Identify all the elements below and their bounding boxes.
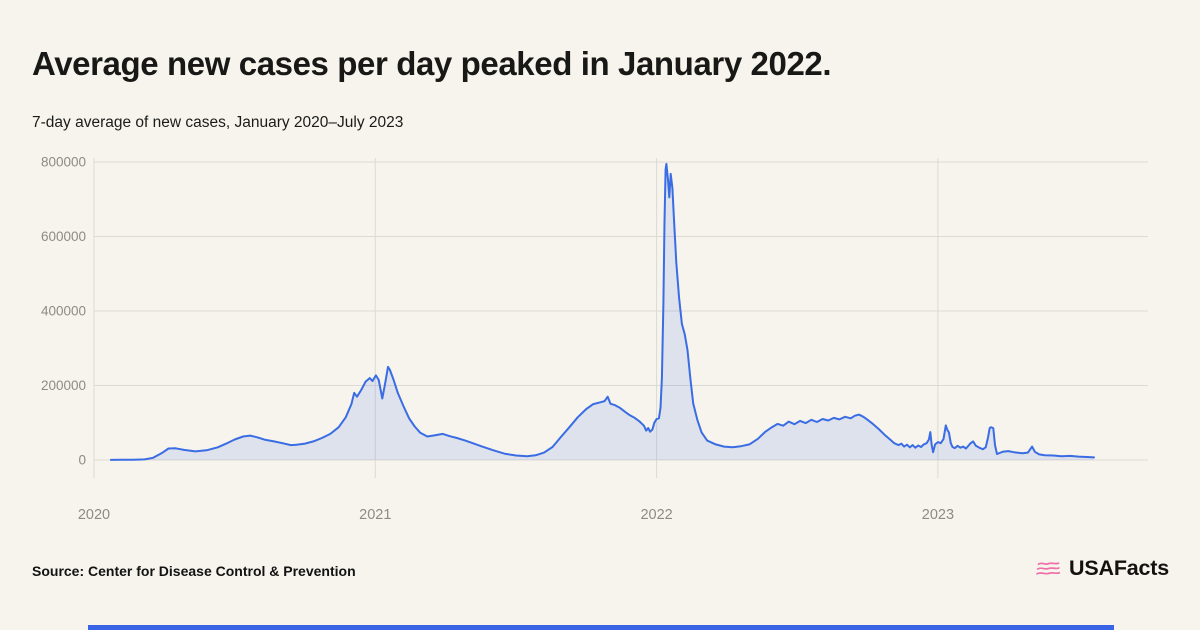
chart-subtitle: 7-day average of new cases, January 2020… (32, 114, 404, 131)
svg-text:800000: 800000 (41, 155, 86, 170)
svg-text:400000: 400000 (41, 304, 86, 319)
svg-text:2023: 2023 (922, 507, 954, 523)
usafacts-logo-text: USAFacts (1069, 556, 1169, 580)
svg-text:2021: 2021 (359, 507, 391, 523)
svg-text:2022: 2022 (640, 507, 672, 523)
usafacts-logo: USAFacts (1035, 556, 1169, 581)
svg-text:600000: 600000 (41, 229, 86, 244)
y-gridlines (94, 161, 1148, 461)
usafacts-logo-icon (1036, 562, 1061, 575)
series-line (109, 162, 1095, 461)
y-axis-labels: 0 200000 400000 600000 800000 (41, 155, 86, 468)
page-title: Average new cases per day peaked in Janu… (32, 45, 832, 82)
series-area (110, 163, 1094, 460)
source-text: Source: Center for Disease Control & Pre… (32, 563, 356, 579)
svg-text:2020: 2020 (78, 507, 110, 523)
svg-text:0: 0 (78, 453, 86, 468)
x-axis-labels: 2020 2021 2022 2023 (78, 507, 954, 523)
bottom-accent-bar (88, 625, 1114, 630)
svg-text:200000: 200000 (41, 378, 86, 393)
x-gridlines (93, 158, 939, 478)
